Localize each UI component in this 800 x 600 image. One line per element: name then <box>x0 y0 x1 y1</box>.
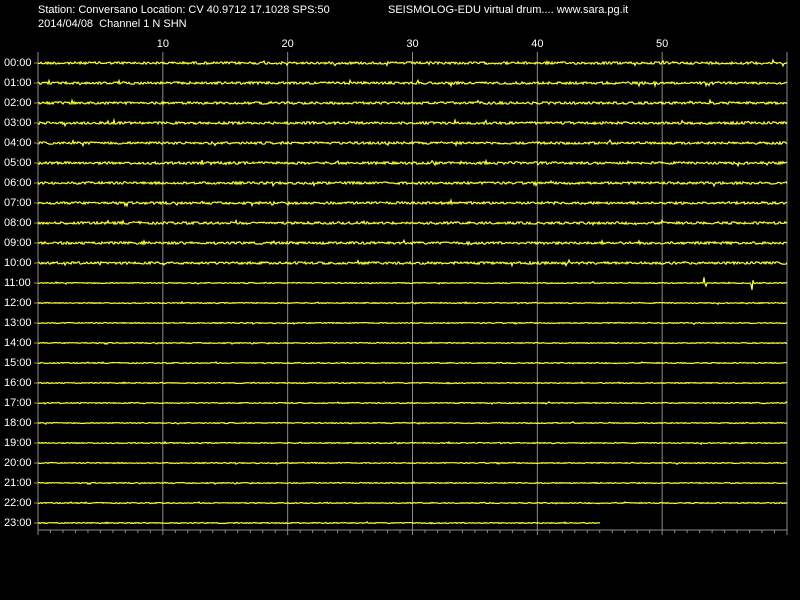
hour-label: 20:00 <box>4 457 32 469</box>
hour-label: 10:00 <box>4 257 32 269</box>
seismic-trace <box>37 360 788 365</box>
seismic-trace <box>37 480 788 486</box>
seismic-trace <box>37 340 788 346</box>
minute-tick-label: 40 <box>531 38 543 50</box>
hour-label: 08:00 <box>4 217 32 229</box>
seismic-trace <box>37 78 788 89</box>
seismic-trace <box>37 98 788 106</box>
seismic-trace <box>37 500 788 505</box>
hour-label: 17:00 <box>4 397 32 409</box>
seismic-trace <box>38 258 788 268</box>
hour-label: 04:00 <box>4 137 32 149</box>
seismic-trace <box>37 218 788 227</box>
seismic-trace <box>38 400 788 406</box>
seismic-trace <box>37 440 788 446</box>
seismic-trace <box>37 117 788 128</box>
hour-label: 15:00 <box>4 357 32 369</box>
station-info: Station: Conversano Location: CV 40.9712… <box>38 4 330 16</box>
seismic-trace <box>37 421 788 425</box>
hour-label: 14:00 <box>4 337 32 349</box>
plot: 10 20 30 40 50 00:00 01:00 02:00 03:00 04:00 05:00… <box>4 38 788 535</box>
hour-label: 06:00 <box>4 177 32 189</box>
seismic-trace <box>37 381 788 385</box>
seismic-trace <box>37 198 788 208</box>
hour-label: 03:00 <box>4 117 32 129</box>
date-channel: 2014/04/08 Channel 1 N SHN <box>38 18 187 30</box>
seismic-trace <box>37 521 601 525</box>
seismic-trace <box>37 461 788 465</box>
minute-tick-label: 30 <box>406 38 418 50</box>
hour-label: 11:00 <box>4 277 31 289</box>
seismic-trace <box>37 300 788 306</box>
hour-label: 22:00 <box>4 497 32 509</box>
hour-label: 00:00 <box>4 57 32 69</box>
seismic-trace <box>37 158 788 168</box>
hour-label: 19:00 <box>4 437 32 449</box>
seismic-trace <box>37 238 787 247</box>
hour-label: 23:00 <box>4 517 32 529</box>
hour-label: 18:00 <box>4 417 32 429</box>
hour-label: 01:00 <box>4 77 32 89</box>
minute-tick-label: 50 <box>656 38 668 50</box>
hour-label: 02:00 <box>4 97 32 109</box>
hour-label: 07:00 <box>4 197 32 209</box>
seismic-trace <box>37 277 788 291</box>
minute-tick-label: 10 <box>157 38 169 50</box>
seismic-trace <box>37 58 788 68</box>
hour-label: 13:00 <box>4 317 32 329</box>
minute-tick-label: 20 <box>282 38 294 50</box>
app-info: SEISMOLOG-EDU virtual drum.... www.sara.… <box>388 4 628 16</box>
hour-label: 09:00 <box>4 237 32 249</box>
hour-label: 21:00 <box>4 477 32 489</box>
seismic-trace <box>37 321 788 325</box>
hour-label: 16:00 <box>4 377 32 389</box>
seismic-trace <box>37 179 788 188</box>
seismic-trace <box>37 138 788 148</box>
hour-label: 05:00 <box>4 157 32 169</box>
hour-label: 12:00 <box>4 297 32 309</box>
